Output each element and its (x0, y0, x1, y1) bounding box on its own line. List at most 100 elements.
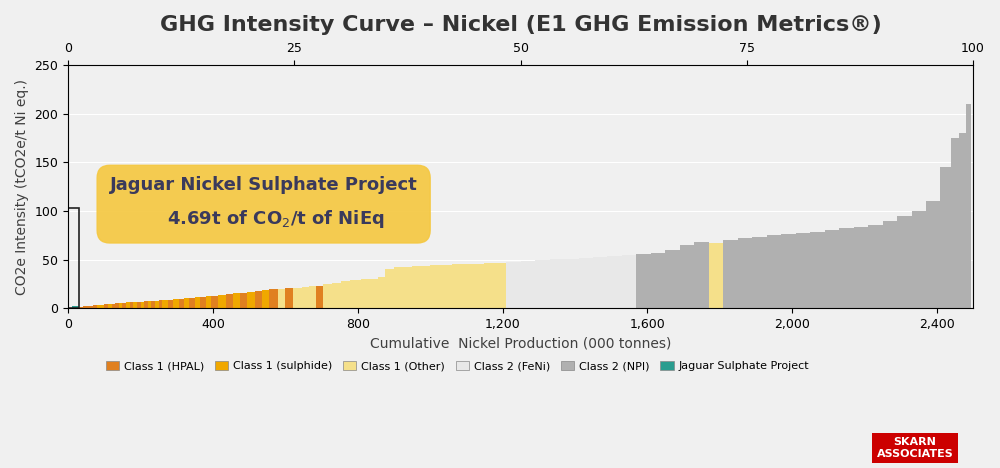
Bar (452, 264, 463, 308)
Bar (247, 292, 255, 308)
Bar (825, 230, 839, 308)
Bar (752, 237, 767, 308)
Bar (112, 304, 115, 308)
Bar (665, 250, 680, 308)
Bar (781, 234, 796, 308)
Bar (723, 240, 738, 308)
Bar (179, 299, 184, 308)
Bar (122, 303, 126, 308)
Bar (926, 201, 940, 308)
Bar (883, 221, 897, 308)
Bar (141, 301, 144, 308)
Bar (211, 296, 218, 308)
Bar (495, 263, 506, 308)
Bar (341, 281, 350, 308)
Bar (463, 264, 474, 308)
Bar (79, 307, 83, 308)
Y-axis label: CO2e Intensity (tCO2e/t Ni eq.): CO2e Intensity (tCO2e/t Ni eq.) (15, 79, 29, 294)
Bar (854, 227, 868, 308)
Bar (133, 302, 137, 308)
Bar (285, 288, 293, 308)
Bar (564, 259, 579, 308)
Bar (93, 306, 97, 308)
Bar (184, 298, 189, 308)
Bar (385, 270, 394, 308)
Bar (394, 267, 403, 308)
Bar (959, 133, 966, 308)
Bar (651, 253, 665, 308)
Bar (83, 307, 86, 308)
Bar (694, 242, 709, 308)
Bar (108, 304, 112, 308)
Bar (767, 235, 781, 308)
Bar (897, 216, 912, 308)
Bar (636, 254, 651, 308)
Bar (309, 286, 316, 308)
Bar (709, 243, 723, 308)
Bar (593, 257, 607, 308)
Bar (269, 289, 278, 308)
Bar (430, 265, 441, 308)
Bar (680, 245, 694, 308)
Bar (101, 305, 104, 308)
Bar (738, 238, 752, 308)
Bar (293, 288, 302, 308)
Bar (240, 293, 247, 308)
Bar (162, 300, 168, 308)
Bar (370, 278, 378, 308)
Bar (579, 258, 593, 308)
Legend: Class 1 (HPAL), Class 1 (sulphide), Class 1 (Other), Class 2 (FeNi), Class 2 (NP: Class 1 (HPAL), Class 1 (sulphide), Clas… (101, 357, 813, 376)
X-axis label: Cumulative  Nickel Production (000 tonnes): Cumulative Nickel Production (000 tonnes… (370, 336, 671, 351)
Bar (104, 304, 108, 308)
Bar (378, 277, 385, 308)
Bar (226, 294, 233, 308)
Bar (137, 302, 141, 308)
Bar (350, 280, 361, 308)
Bar (796, 234, 810, 308)
Bar (940, 167, 951, 308)
Bar (144, 301, 148, 308)
Bar (441, 265, 452, 308)
Bar (868, 225, 883, 308)
Bar (474, 263, 484, 308)
Bar (535, 260, 550, 308)
Title: GHG Intensity Curve – Nickel (E1 GHG Emission Metrics®): GHG Intensity Curve – Nickel (E1 GHG Emi… (160, 15, 881, 35)
Bar (218, 295, 226, 308)
Bar (361, 279, 370, 308)
Bar (550, 259, 564, 308)
Bar (168, 300, 173, 308)
Bar (622, 255, 636, 308)
Bar (323, 284, 332, 308)
Bar (255, 291, 262, 308)
Bar (86, 306, 90, 308)
Bar (316, 286, 323, 308)
Bar (97, 305, 101, 308)
Bar (412, 266, 421, 308)
Text: SKARN
ASSOCIATES: SKARN ASSOCIATES (877, 437, 953, 459)
Bar (278, 289, 285, 308)
Bar (302, 287, 309, 308)
Bar (126, 302, 130, 308)
Bar (151, 301, 155, 308)
Bar (130, 302, 133, 308)
Bar (206, 296, 211, 308)
Bar (607, 256, 622, 308)
Bar (200, 297, 206, 308)
Bar (119, 303, 122, 308)
Bar (951, 138, 959, 308)
Bar (148, 301, 151, 308)
Bar (90, 306, 93, 308)
Bar (115, 303, 119, 308)
Bar (195, 297, 200, 308)
Bar (332, 283, 341, 308)
Bar (262, 290, 269, 308)
Bar (484, 263, 495, 308)
Bar (233, 293, 240, 308)
Bar (506, 262, 521, 308)
Bar (68, 208, 79, 308)
Bar (173, 299, 179, 308)
Bar (421, 266, 430, 308)
Bar (72, 306, 79, 308)
Bar (155, 300, 159, 308)
Bar (966, 104, 971, 308)
